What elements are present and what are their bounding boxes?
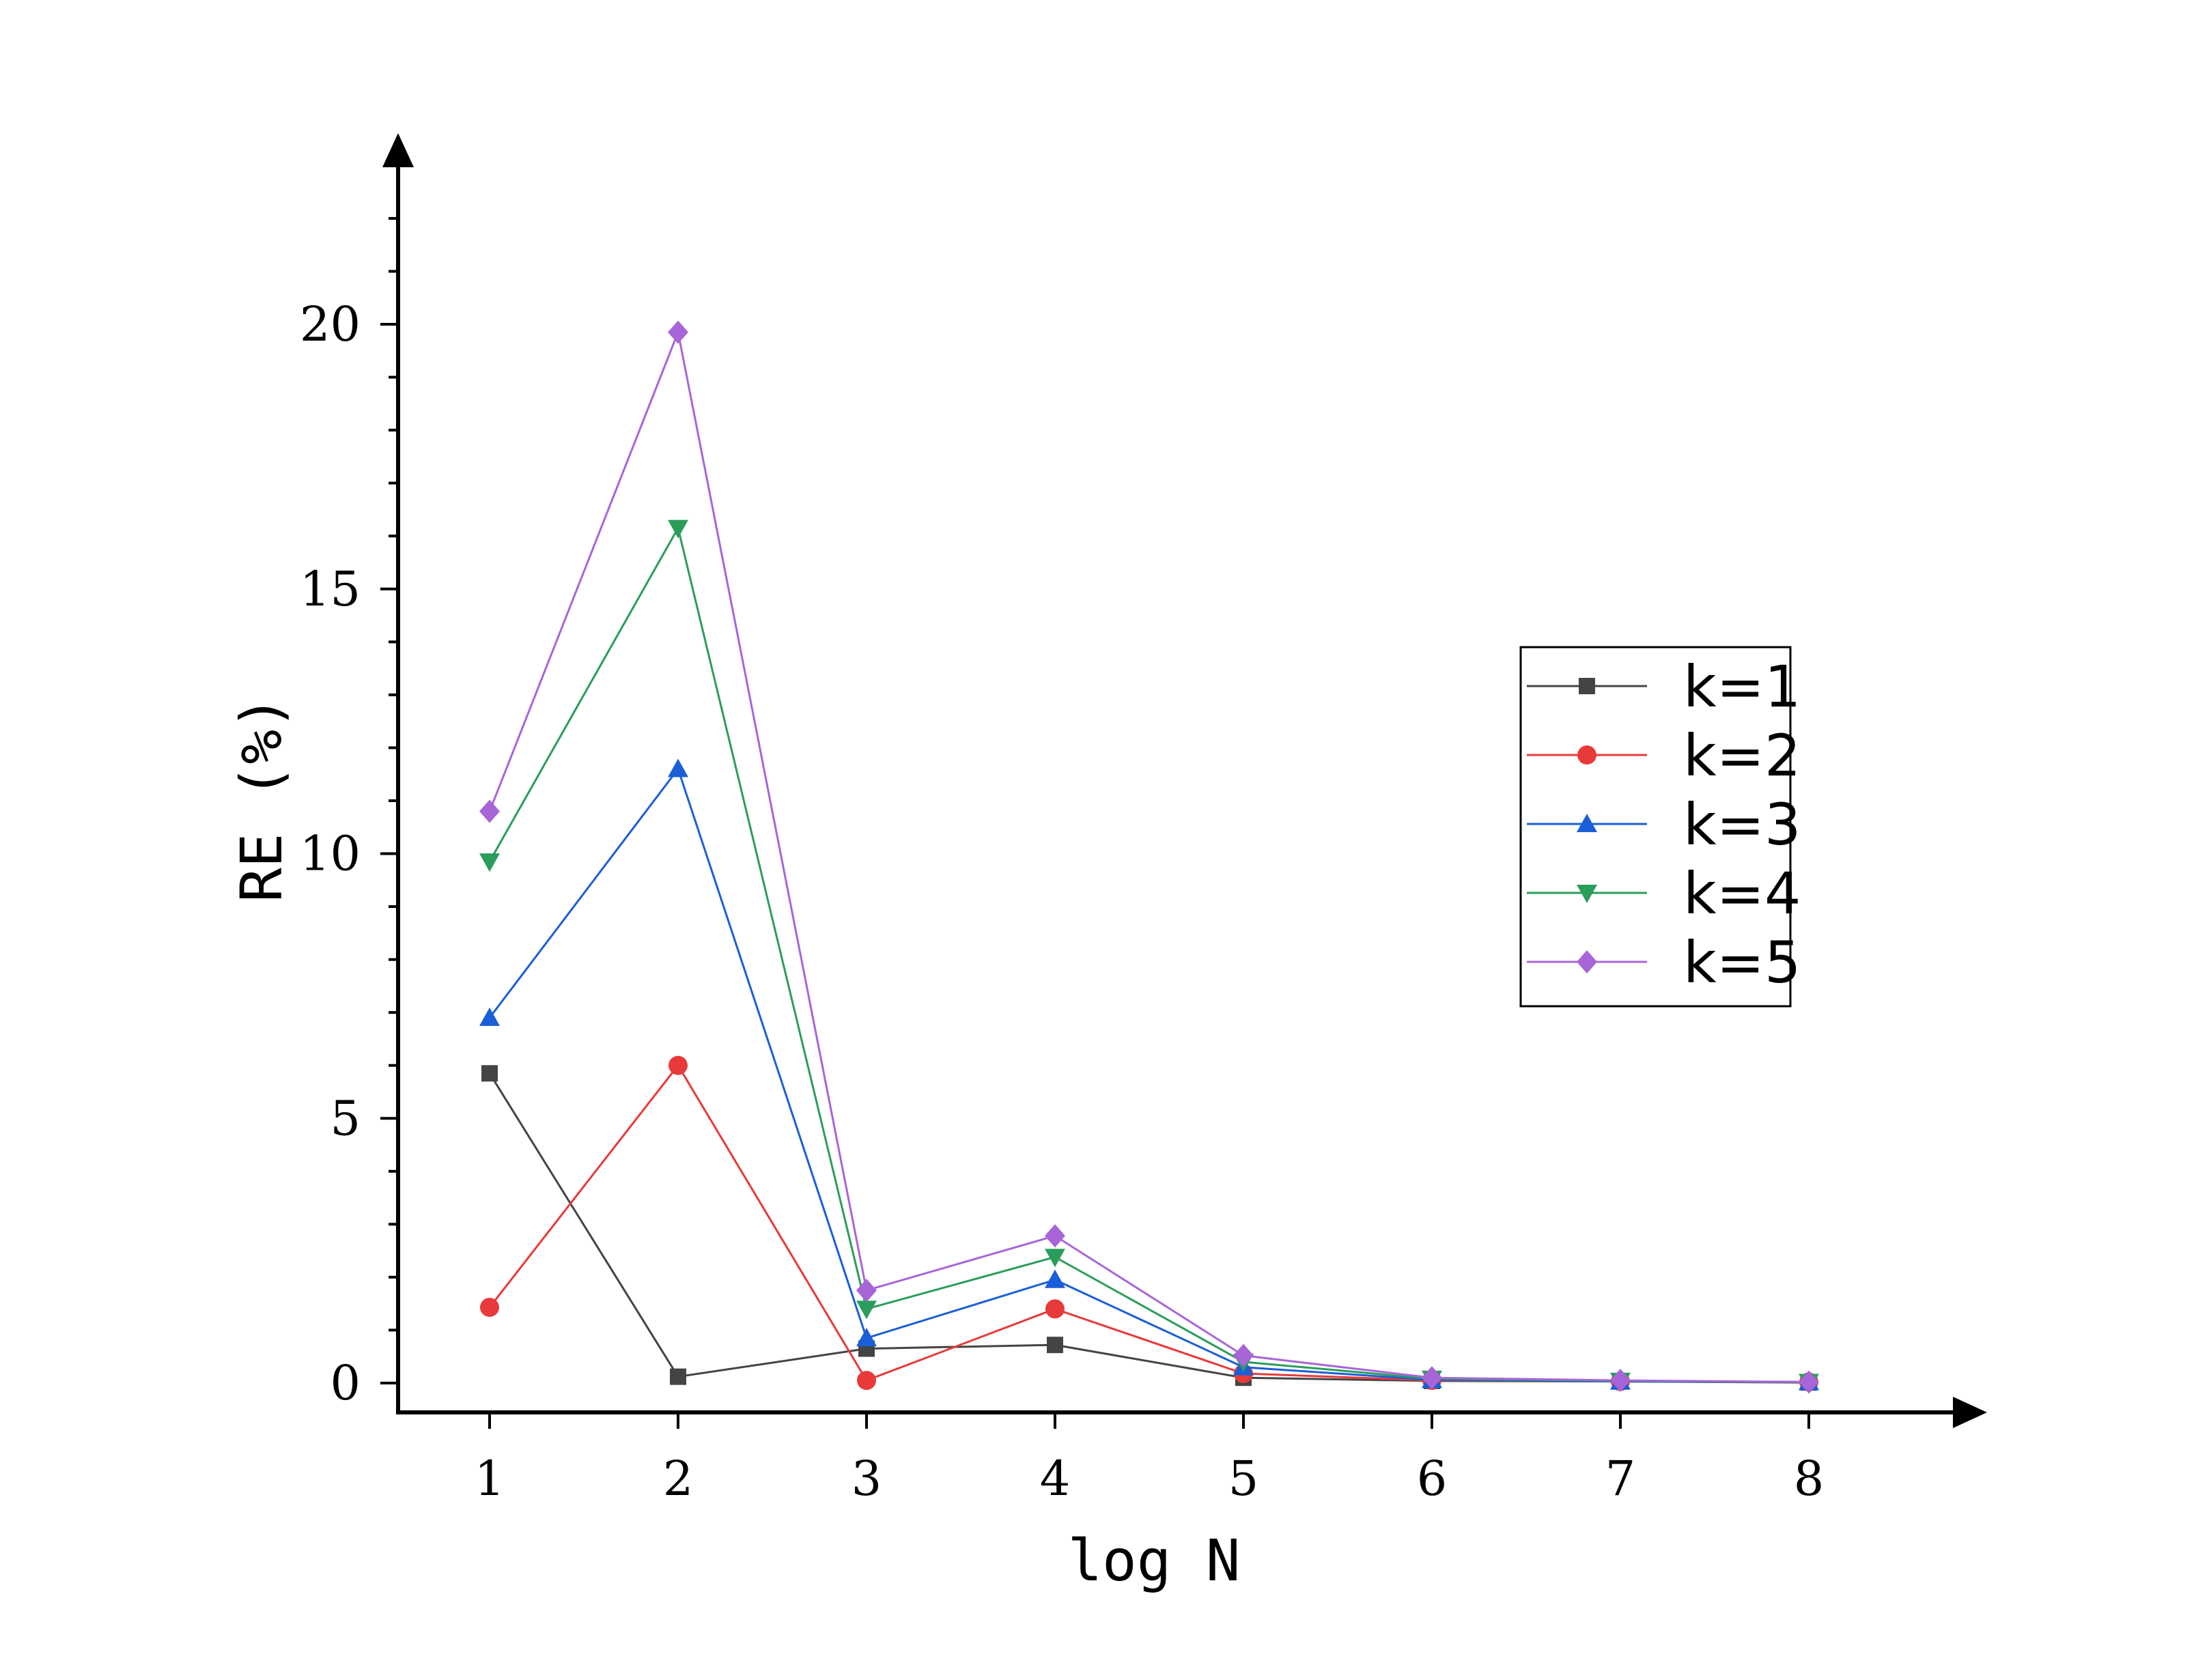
data-point bbox=[1422, 1366, 1442, 1390]
ticks: 1 2 3 4 5 6 7 8 0 5 10 15 20 bbox=[300, 164, 1825, 1507]
y-tick-label: 0 bbox=[330, 1355, 361, 1411]
x-tick-label: 8 bbox=[1794, 1451, 1825, 1507]
data-point bbox=[1045, 1249, 1065, 1268]
series-line bbox=[488, 328, 1810, 1383]
legend-marker bbox=[1577, 745, 1596, 765]
legend-label: k=4 bbox=[1683, 860, 1801, 927]
series-k2 bbox=[480, 1055, 1818, 1392]
x-tick-label: 6 bbox=[1417, 1451, 1448, 1507]
data-point bbox=[479, 799, 500, 823]
x-axis-arrow bbox=[1953, 1397, 1987, 1428]
data-point bbox=[856, 1279, 877, 1302]
data-point bbox=[1233, 1343, 1254, 1367]
data-point bbox=[481, 1065, 498, 1082]
legend-entry: k=4 bbox=[1527, 860, 1801, 927]
axes bbox=[382, 133, 1987, 1428]
data-point bbox=[1045, 1299, 1065, 1319]
y-tick-label: 15 bbox=[300, 561, 361, 617]
data-point bbox=[479, 1007, 500, 1026]
legend: k=1k=2k=3k=4k=5 bbox=[1519, 646, 1801, 1008]
legend-label: k=1 bbox=[1683, 653, 1801, 720]
data-point bbox=[668, 320, 688, 344]
y-axis-arrow bbox=[382, 133, 414, 167]
legend-label: k=3 bbox=[1683, 791, 1801, 858]
y-tick-label: 5 bbox=[330, 1090, 361, 1146]
legend-entry: k=3 bbox=[1527, 791, 1801, 858]
data-point bbox=[857, 1371, 876, 1391]
legend-label: k=2 bbox=[1683, 722, 1801, 789]
legend-entry: k=5 bbox=[1527, 929, 1801, 996]
series-line bbox=[488, 1072, 1810, 1384]
series-k5 bbox=[479, 320, 1819, 1394]
data-point bbox=[479, 853, 500, 872]
data-point bbox=[668, 1055, 688, 1075]
data-point bbox=[1045, 1224, 1065, 1248]
data-point bbox=[1610, 1369, 1631, 1393]
data-point bbox=[480, 1298, 499, 1318]
legend-entry: k=1 bbox=[1527, 653, 1801, 720]
data-point bbox=[1799, 1370, 1819, 1394]
legend-box bbox=[1519, 646, 1792, 1008]
y-tick-label: 20 bbox=[300, 296, 361, 352]
legend-marker bbox=[1577, 885, 1597, 903]
data-point bbox=[856, 1300, 877, 1320]
legend-marker bbox=[1577, 814, 1597, 832]
y-tick-label: 10 bbox=[300, 826, 361, 882]
legend-marker bbox=[1579, 678, 1595, 694]
x-tick-label: 5 bbox=[1228, 1451, 1259, 1507]
x-tick-label: 4 bbox=[1040, 1451, 1071, 1507]
series-layer bbox=[479, 320, 1819, 1394]
data-point bbox=[1045, 1269, 1065, 1288]
x-tick-label: 3 bbox=[851, 1451, 882, 1507]
x-axis-title: log N bbox=[1068, 1527, 1241, 1594]
x-tick-label: 2 bbox=[663, 1451, 694, 1507]
data-point bbox=[856, 1328, 877, 1347]
x-tick-label: 1 bbox=[475, 1451, 505, 1507]
data-point bbox=[668, 519, 688, 539]
legend-marker bbox=[1577, 950, 1597, 973]
series-line bbox=[488, 1064, 1810, 1383]
x-tick-label: 7 bbox=[1605, 1451, 1636, 1507]
data-point bbox=[668, 758, 688, 778]
data-point bbox=[670, 1368, 686, 1385]
legend-entry: k=2 bbox=[1527, 722, 1801, 789]
y-axis-title: RE (%) bbox=[228, 695, 295, 902]
data-point bbox=[1047, 1337, 1063, 1354]
legend-label: k=5 bbox=[1683, 929, 1801, 996]
